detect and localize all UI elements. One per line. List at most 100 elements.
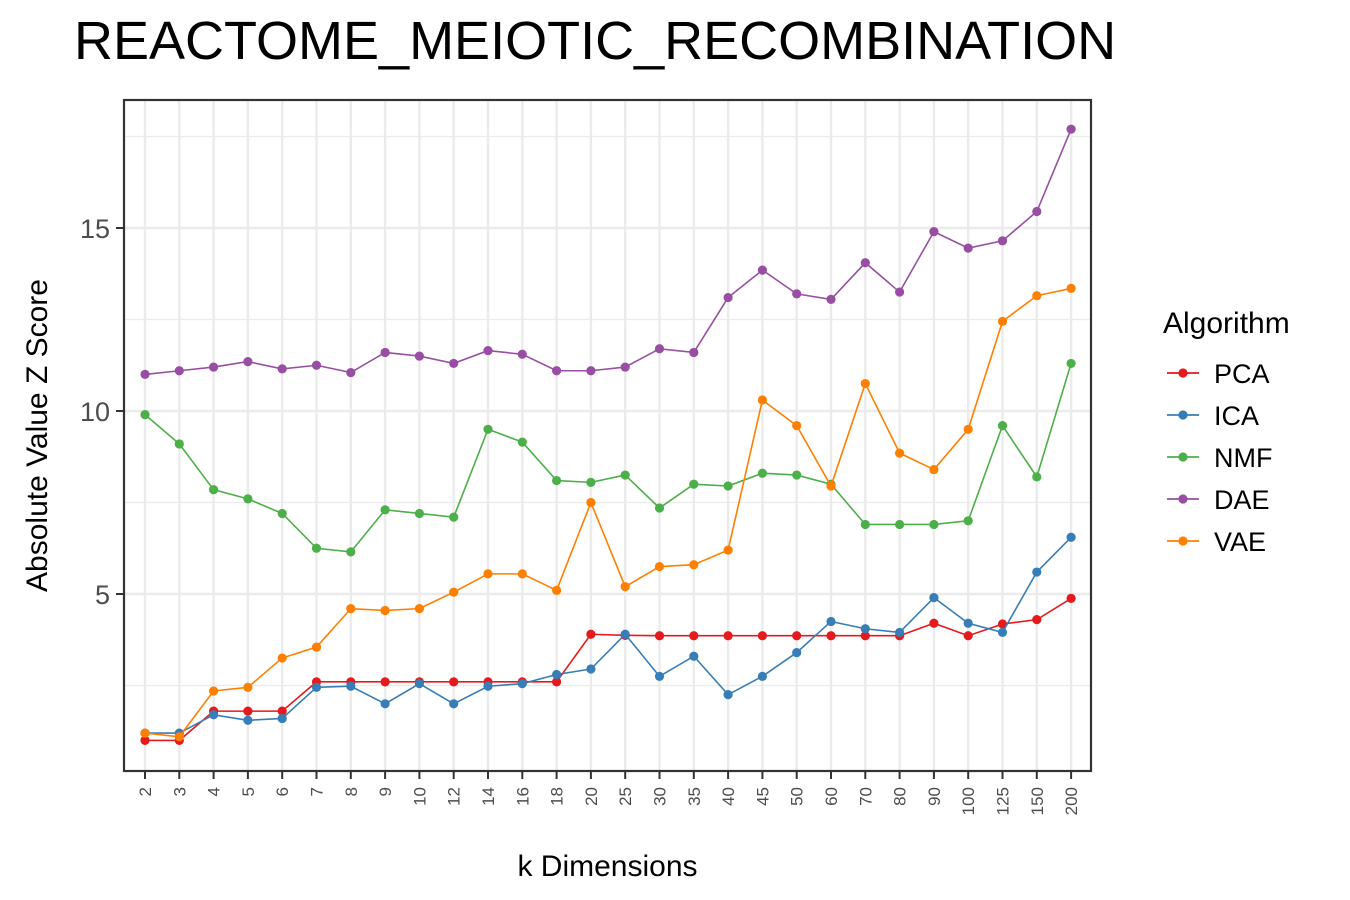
- data-point-dae: [140, 369, 150, 379]
- data-point-ica: [929, 593, 939, 603]
- x-tick-label: 20: [582, 787, 601, 806]
- data-point-dae: [895, 287, 905, 297]
- x-tick-label: 25: [616, 787, 635, 806]
- data-point-pca: [723, 631, 733, 641]
- data-point-vae: [586, 497, 596, 508]
- y-tick-label: 5: [95, 580, 110, 610]
- legend-item-pca: PCA: [1167, 359, 1270, 389]
- data-point-nmf: [895, 519, 905, 530]
- data-point-nmf: [311, 543, 322, 553]
- legend-title: Algorithm: [1163, 307, 1290, 340]
- series-line-ica: [145, 536, 1072, 734]
- x-tick-label: 45: [753, 787, 772, 806]
- data-point-ica: [963, 618, 973, 628]
- data-point-dae: [346, 367, 356, 378]
- data-point-pca: [449, 677, 459, 687]
- series-line-nmf: [144, 363, 1072, 553]
- data-point-dae: [586, 366, 596, 376]
- data-point-nmf: [277, 508, 287, 519]
- data-point-ica: [1066, 532, 1076, 542]
- legend-item-ica: ICA: [1167, 401, 1259, 431]
- data-point-nmf: [517, 437, 527, 447]
- legend-label: PCA: [1214, 359, 1270, 389]
- data-point-ica: [860, 624, 870, 634]
- data-point-nmf: [414, 508, 424, 519]
- data-point-dae: [723, 292, 733, 303]
- data-point-pca: [1066, 593, 1076, 603]
- data-point-ica: [209, 710, 219, 720]
- x-tick-label: 9: [376, 787, 395, 796]
- y-tick-label: 10: [80, 397, 110, 427]
- x-tick-label: 10: [410, 787, 429, 806]
- x-tick-label: 80: [891, 787, 910, 806]
- data-point-pca: [277, 706, 287, 716]
- data-point-nmf: [449, 512, 459, 522]
- data-point-ica: [620, 629, 630, 639]
- x-tick-label: 50: [788, 787, 807, 806]
- series-line-pca: [145, 597, 1072, 742]
- data-point-dae: [243, 356, 253, 367]
- data-point-pca: [792, 631, 802, 641]
- data-point-ica: [757, 671, 768, 681]
- data-point-vae: [174, 732, 184, 742]
- data-point-dae: [929, 227, 939, 237]
- legend-label: VAE: [1214, 527, 1266, 557]
- data-point-pca: [1032, 615, 1042, 625]
- data-point-nmf: [483, 424, 493, 434]
- data-point-ica: [517, 679, 527, 689]
- x-tick-label: 70: [856, 787, 875, 806]
- data-point-vae: [552, 585, 562, 595]
- x-tick-label: 60: [822, 787, 841, 806]
- data-point-vae: [929, 464, 939, 475]
- data-point-pca: [689, 631, 699, 641]
- series-ica: [140, 532, 1076, 738]
- data-point-vae: [243, 682, 253, 692]
- data-point-ica: [723, 690, 733, 700]
- x-tick-label: 3: [170, 787, 189, 796]
- data-point-nmf: [620, 470, 630, 480]
- data-point-nmf: [346, 547, 356, 557]
- data-point-ica: [654, 671, 665, 681]
- data-point-dae: [277, 364, 287, 374]
- data-point-vae: [517, 569, 527, 579]
- data-point-vae: [346, 604, 356, 614]
- plot-panel: [124, 100, 1091, 771]
- legend: Algorithm PCA ICA NMF DAE VAE: [1163, 307, 1290, 557]
- data-point-pca: [929, 618, 939, 628]
- data-point-nmf: [380, 505, 390, 515]
- data-point-nmf: [586, 477, 596, 487]
- data-point-dae: [792, 289, 802, 299]
- series-dae: [140, 124, 1076, 379]
- data-point-vae: [963, 424, 973, 434]
- x-tick-label: 6: [273, 787, 292, 796]
- data-point-dae: [1032, 206, 1042, 217]
- data-point-ica: [449, 699, 459, 709]
- data-point-dae: [689, 347, 699, 358]
- data-point-nmf: [552, 475, 562, 486]
- series-line-dae: [144, 128, 1072, 376]
- data-point-dae: [517, 349, 527, 359]
- legend-key-point: [1178, 452, 1188, 462]
- data-point-ica: [380, 699, 390, 709]
- data-point-dae: [654, 344, 665, 354]
- x-tick-label: 14: [479, 787, 498, 806]
- data-point-pca: [552, 677, 562, 687]
- data-point-vae: [277, 653, 287, 663]
- data-point-ica: [483, 681, 493, 691]
- data-point-ica: [277, 713, 287, 724]
- data-point-vae: [483, 569, 493, 579]
- data-point-vae: [895, 448, 905, 458]
- data-point-ica: [689, 651, 699, 661]
- data-point-nmf: [723, 481, 733, 491]
- data-point-ica: [1032, 567, 1042, 577]
- data-point-dae: [1066, 124, 1076, 134]
- data-point-dae: [620, 362, 630, 372]
- data-point-nmf: [174, 439, 184, 449]
- data-point-dae: [552, 366, 562, 376]
- data-point-vae: [414, 604, 424, 614]
- x-tick-label: 40: [719, 787, 738, 806]
- data-point-pca: [243, 706, 253, 716]
- legend-key-point: [1178, 368, 1188, 378]
